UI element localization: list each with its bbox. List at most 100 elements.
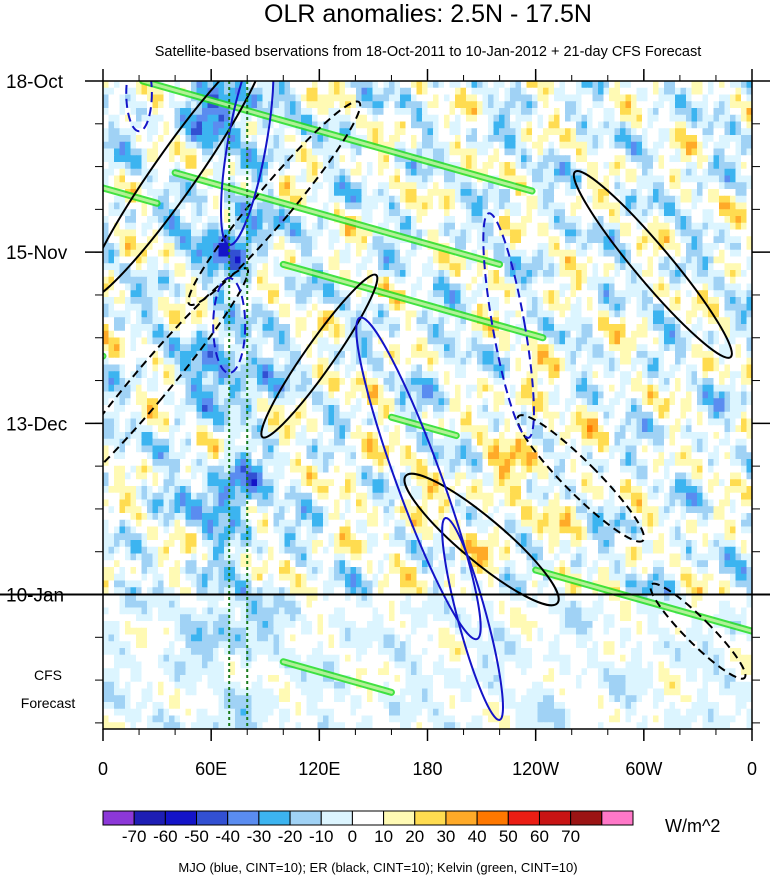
olr-cell [735,81,742,89]
olr-cell [235,351,242,359]
olr-cell [400,209,407,217]
olr-cell [730,195,737,204]
olr-cell [697,162,704,170]
olr-cell [356,121,363,129]
olr-cell [279,135,286,143]
olr-cell [554,121,561,129]
olr-cell [301,290,308,298]
olr-cell [273,202,280,210]
olr-cell [592,168,599,177]
olr-cell [334,222,341,231]
olr-cell [433,297,440,305]
olr-cell [334,310,341,318]
olr-cell [163,357,170,366]
olr-cell [614,290,621,298]
olr-cell [169,141,176,150]
olr-cell [713,283,720,291]
olr-cell [686,337,693,345]
olr-cell [185,155,192,163]
olr-cell [400,128,407,136]
olr-cell [246,303,253,312]
olr-cell [268,94,275,102]
olr-cell [675,121,682,129]
olr-cell [735,290,742,298]
olr-cell [455,81,462,89]
olr-cell [202,276,209,285]
olr-cell [257,114,264,123]
olr-cell [218,270,225,278]
olr-cell [427,344,434,352]
olr-cell [570,283,577,291]
olr-cell [614,276,621,285]
olr-cell [455,243,462,251]
olr-cell [229,141,236,150]
olr-cell [636,263,643,271]
olr-cell [130,330,137,339]
olr-cell [125,195,132,204]
olr-cell [306,222,313,231]
olr-cell [136,209,143,217]
olr-cell [213,141,220,150]
olr-cell [526,310,533,318]
olr-cell [185,216,192,224]
olr-cell [240,216,247,224]
olr-cell [647,209,654,217]
olr-cell [290,330,297,339]
olr-cell [119,344,126,352]
olr-cell [521,256,528,264]
olr-cell [576,317,583,325]
olr-cell [119,317,126,325]
olr-cell [147,351,154,359]
olr-cell [306,317,313,325]
olr-cell [724,229,731,237]
olr-cell [713,141,720,150]
olr-cell [565,162,572,170]
olr-cell [295,337,302,345]
olr-cell [334,330,341,339]
olr-cell [510,317,517,325]
olr-cell [537,175,544,183]
olr-cell [290,351,297,359]
olr-cell [675,337,682,345]
olr-cell [592,135,599,143]
olr-cell [411,303,418,312]
olr-cell [592,243,599,251]
olr-cell [724,182,731,190]
olr-cell [191,303,198,312]
olr-cell [356,270,363,278]
olr-cell [141,317,148,325]
olr-cell [680,108,687,116]
olr-cell [515,135,522,143]
olr-cell [196,236,203,244]
olr-cell [625,317,632,325]
olr-cell [229,310,236,318]
olr-cell [576,175,583,183]
olr-cell [697,324,704,332]
olr-cell [202,256,209,264]
olr-cell [554,168,561,177]
olr-cell [565,317,572,325]
olr-cell [664,344,671,352]
olr-cell [251,141,258,150]
olr-cell [405,216,412,224]
olr-cell [477,351,484,359]
olr-cell [251,175,258,183]
olr-cell [631,270,638,278]
olr-cell [169,357,176,366]
olr-cell [350,337,357,345]
olr-cell [114,249,121,258]
olr-cell [444,283,451,291]
olr-cell [493,195,500,204]
olr-cell [724,357,731,366]
olr-cell [631,222,638,231]
olr-cell [268,330,275,339]
olr-cell [411,148,418,156]
olr-cell [631,357,638,366]
olr-cell [730,182,737,190]
olr-cell [664,256,671,264]
olr-cell [196,141,203,150]
olr-cell [339,324,346,332]
olr-cell [257,162,264,170]
olr-cell [455,256,462,264]
olr-cell [339,303,346,312]
